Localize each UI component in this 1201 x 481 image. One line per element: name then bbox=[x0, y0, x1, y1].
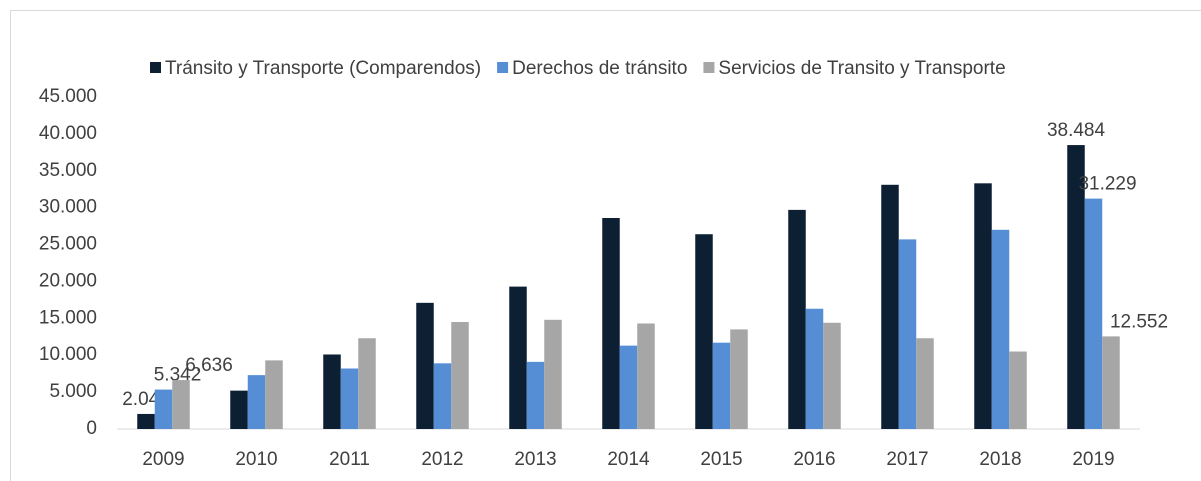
y-tick-label: 30.000 bbox=[39, 197, 97, 218]
bar bbox=[974, 183, 992, 429]
bar bbox=[695, 234, 713, 429]
x-tick-label: 2019 bbox=[1072, 449, 1114, 470]
y-tick-label: 5.000 bbox=[49, 381, 97, 402]
legend-label: Tránsito y Transporte (Comparendos) bbox=[165, 58, 481, 79]
bar bbox=[172, 380, 190, 429]
x-tick-label: 2014 bbox=[607, 449, 650, 470]
y-tick-label: 25.000 bbox=[39, 234, 97, 255]
bar bbox=[823, 322, 841, 429]
x-tick-label: 2012 bbox=[421, 449, 463, 470]
bar bbox=[544, 319, 562, 429]
y-tick-label: 15.000 bbox=[39, 307, 97, 328]
y-tick-label: 10.000 bbox=[39, 344, 97, 365]
x-tick-label: 2009 bbox=[142, 449, 184, 470]
bar bbox=[247, 375, 266, 429]
x-tick-label: 2010 bbox=[235, 449, 277, 470]
bar bbox=[526, 361, 545, 429]
bar bbox=[602, 217, 620, 429]
bar bbox=[898, 239, 917, 429]
data-label: 38.484 bbox=[1047, 120, 1106, 141]
bar bbox=[265, 360, 283, 429]
bar bbox=[991, 229, 1010, 429]
bar bbox=[730, 329, 748, 429]
x-tick-label: 2011 bbox=[329, 449, 370, 470]
bar bbox=[137, 413, 155, 429]
bar bbox=[1084, 198, 1103, 429]
bar bbox=[1102, 336, 1120, 429]
bar bbox=[916, 338, 934, 429]
bar bbox=[619, 345, 638, 429]
y-tick-label: 0 bbox=[86, 418, 97, 439]
bar bbox=[637, 323, 655, 429]
y-tick-label: 20.000 bbox=[39, 270, 97, 291]
bar bbox=[433, 363, 452, 429]
y-tick-label: 40.000 bbox=[39, 123, 97, 144]
bar bbox=[881, 184, 899, 429]
bar bbox=[416, 302, 434, 429]
x-tick-label: 2013 bbox=[514, 449, 556, 470]
x-tick-label: 2017 bbox=[886, 449, 928, 470]
bar bbox=[788, 209, 806, 429]
data-label: 12.552 bbox=[1110, 311, 1168, 332]
bar bbox=[154, 389, 173, 429]
bar bbox=[230, 390, 248, 429]
bar bbox=[805, 308, 824, 429]
legend-swatch bbox=[703, 62, 715, 73]
x-tick-label: 2018 bbox=[979, 449, 1021, 470]
bar bbox=[451, 322, 469, 429]
legend-swatch bbox=[150, 62, 161, 73]
bar bbox=[340, 368, 359, 429]
bar bbox=[1067, 145, 1085, 429]
bar bbox=[509, 286, 527, 429]
legend-label: Servicios de Transito y Transporte bbox=[718, 58, 1005, 79]
x-tick-label: 2015 bbox=[700, 449, 742, 470]
bar bbox=[1009, 351, 1027, 429]
y-tick-label: 35.000 bbox=[39, 160, 97, 181]
data-label: 31.229 bbox=[1078, 174, 1136, 195]
x-tick-label: 2016 bbox=[793, 449, 835, 470]
y-tick-label: 45.000 bbox=[39, 86, 97, 107]
bar bbox=[323, 354, 341, 429]
chart-frame bbox=[10, 10, 1201, 481]
legend-swatch bbox=[497, 62, 509, 73]
legend-label: Derechos de tránsito bbox=[512, 58, 687, 79]
data-label: 6.636 bbox=[185, 355, 233, 376]
bar bbox=[358, 338, 376, 429]
bar bbox=[712, 342, 731, 429]
